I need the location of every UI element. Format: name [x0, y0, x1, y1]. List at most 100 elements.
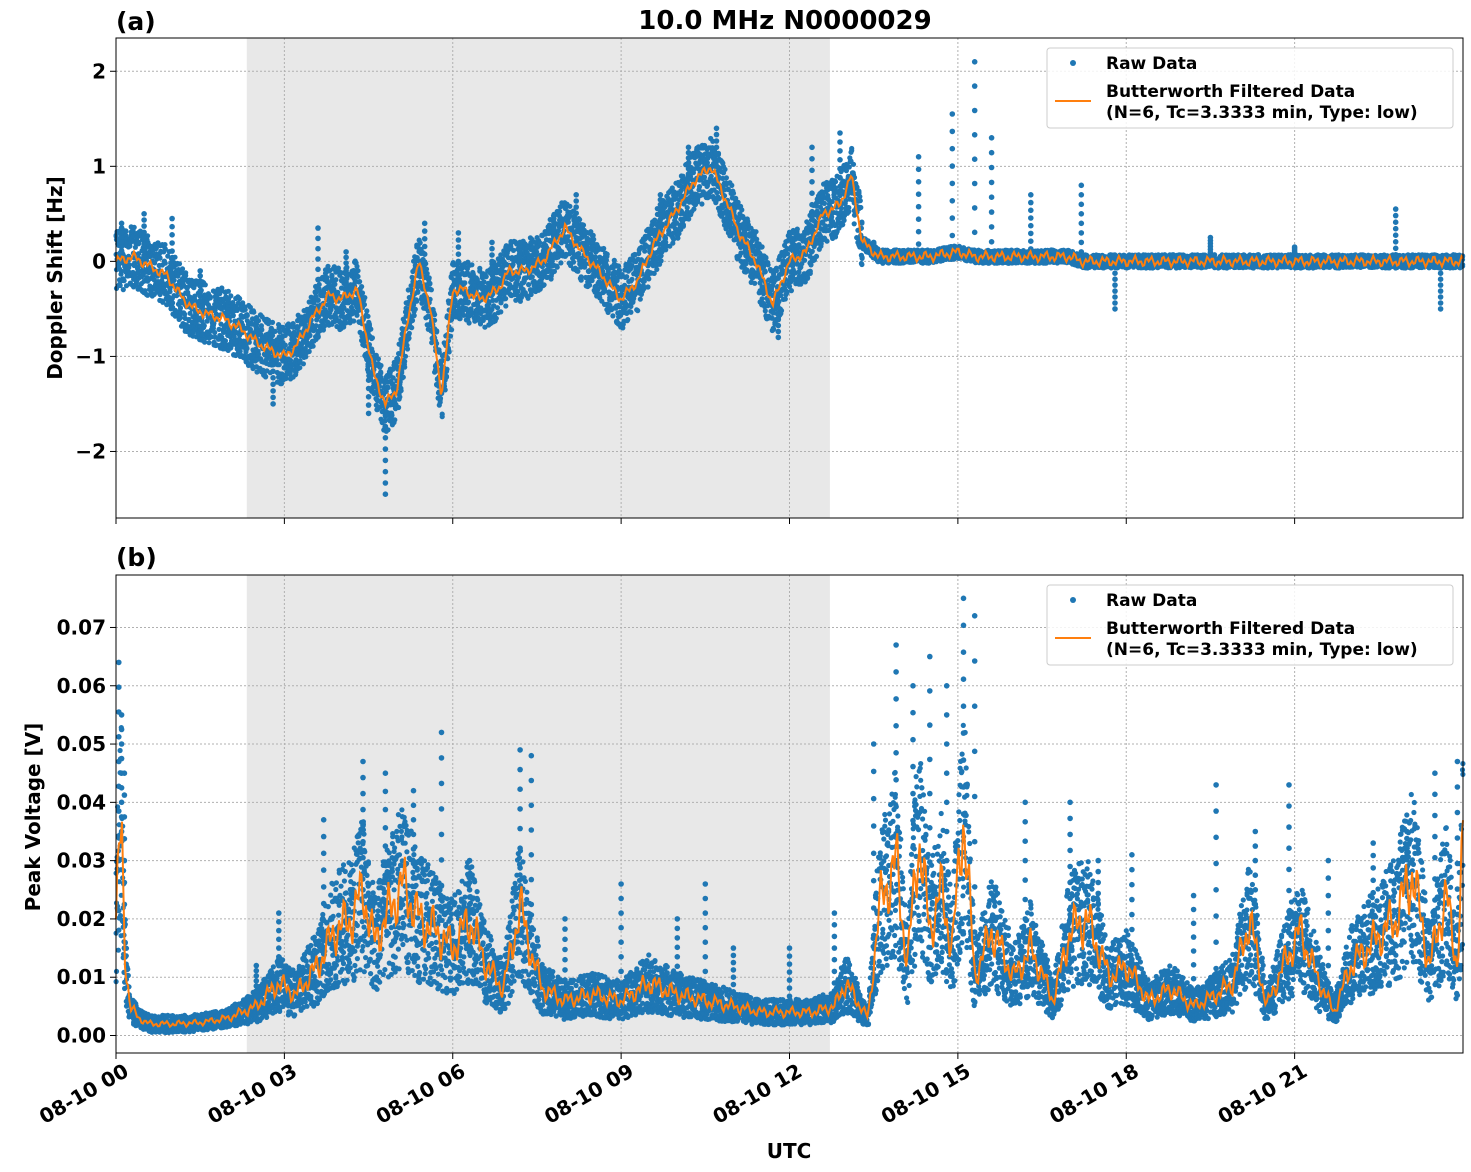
- panel-a-raw-point: [132, 244, 138, 250]
- panel-a-raw-point: [730, 190, 737, 196]
- panel-a-raw-point: [361, 302, 367, 308]
- panel-a-raw-point: [368, 326, 374, 332]
- panel-a-raw-point: [162, 260, 168, 266]
- panel-a-raw-point: [406, 335, 412, 341]
- panel-a-raw-point: [859, 261, 865, 268]
- panel-a-raw-point: [157, 255, 163, 261]
- panel-a-raw-point: [409, 274, 415, 280]
- panel-a-raw-point: [645, 284, 651, 290]
- panel-a-raw-point: [230, 313, 236, 319]
- panel-a-raw-point: [357, 279, 363, 285]
- panel-a-raw-point: [541, 282, 547, 288]
- panel-a-raw-point: [329, 272, 335, 278]
- panel-a-raw-point: [625, 317, 631, 323]
- panel-a-raw-point: [722, 166, 728, 172]
- panel-a-raw-point: [406, 330, 412, 336]
- panel-a-raw-point: [123, 228, 129, 234]
- panel-a-raw-point: [503, 303, 509, 309]
- panel-a-raw-point: [739, 207, 745, 213]
- panel-a-raw-point: [375, 356, 381, 362]
- panel-a-raw-point: [610, 313, 616, 319]
- panel-a-raw-point: [437, 395, 444, 401]
- panel-a-raw-point: [765, 262, 771, 268]
- panel-a-raw-point: [701, 174, 708, 180]
- chart-title: 10.0 MHz N0000029: [638, 6, 931, 36]
- panel-a-raw-point: [696, 184, 703, 190]
- panel-a-raw-point: [385, 384, 391, 391]
- panel-a-raw-point: [398, 388, 404, 394]
- panel-a-raw-point: [409, 317, 416, 324]
- panel-a-raw-point: [591, 236, 597, 242]
- panel-a-raw-point: [117, 282, 123, 289]
- panel-a-raw-point: [483, 274, 489, 280]
- panel-a-raw-point: [179, 266, 186, 272]
- panel-a-raw-point: [244, 312, 250, 319]
- panel-a-raw-point: [412, 306, 418, 312]
- panel-a-raw-point: [364, 308, 370, 314]
- panel-a-raw-point: [784, 290, 790, 296]
- panel-a-raw-point: [118, 268, 124, 274]
- panel-a-raw-point: [120, 287, 126, 293]
- panel-a-raw-point: [466, 320, 472, 326]
- panel-a-raw-point: [813, 253, 820, 259]
- panel-a-raw-point: [526, 282, 532, 288]
- panel-a-raw-point: [355, 273, 361, 280]
- panel-a-raw-point: [699, 201, 705, 207]
- panel-a-raw-point: [355, 268, 361, 274]
- panel-a-raw-point: [646, 276, 652, 282]
- panel-a-raw-point: [382, 418, 388, 424]
- panel-a-raw-point: [503, 296, 509, 302]
- panel-a-raw-point: [439, 414, 445, 420]
- panel-a-raw-point: [576, 251, 582, 257]
- panel-a-raw-point: [369, 335, 375, 341]
- panel-a-raw-point: [554, 264, 560, 270]
- panel-a-raw-point: [300, 361, 306, 367]
- panel-a-raw-point: [332, 281, 338, 287]
- panel-a-raw-point: [204, 318, 210, 324]
- panel-a-raw-point: [354, 263, 360, 269]
- panel-a-raw-point: [570, 259, 577, 265]
- panel-a-raw-point: [306, 348, 312, 355]
- panel-a-raw-point: [675, 235, 681, 241]
- panel-a-raw-point: [359, 290, 366, 296]
- panel-a-raw-point: [427, 281, 433, 287]
- panel-a-raw-point: [807, 270, 813, 276]
- panel-a-raw-point: [378, 369, 384, 375]
- panel-a-raw-point: [214, 342, 220, 348]
- panel-a-raw-point: [153, 245, 159, 251]
- panel-a-raw-point: [174, 293, 180, 299]
- panel-a-raw-point: [121, 278, 127, 284]
- panel-a-raw-point: [222, 338, 228, 344]
- panel-a-raw-point: [362, 295, 368, 301]
- panel-a-raw-point: [201, 323, 207, 329]
- panel-a-raw-point: [534, 249, 540, 255]
- panel-a-raw-point: [714, 190, 720, 196]
- panel-a-raw-point: [580, 222, 587, 228]
- panel-a-raw-point: [762, 308, 768, 314]
- panel-a-raw-point: [446, 349, 452, 355]
- panel-a-raw-point: [183, 272, 189, 279]
- panel-a-raw-point: [654, 266, 660, 272]
- panel-a-raw-point: [131, 224, 137, 230]
- panel-a-raw-point: [833, 179, 839, 185]
- panel-a-raw-point: [359, 284, 365, 290]
- panel-a-raw-point: [846, 209, 852, 215]
- panel-a-raw-point: [185, 289, 191, 295]
- panel-a-raw-point: [642, 248, 648, 254]
- panel-a-raw-point: [202, 339, 208, 345]
- panel-a-raw-point: [202, 282, 208, 288]
- panel-a-raw-point: [510, 247, 517, 253]
- panel-a-raw-point: [176, 261, 183, 267]
- panel-a-raw-point: [759, 296, 765, 302]
- panel-a-raw-point: [578, 274, 584, 280]
- panel-a-raw-point: [160, 299, 166, 305]
- panel-a-raw-point: [397, 394, 403, 400]
- panel-a-raw-point: [857, 198, 863, 204]
- panel-a-raw-point: [402, 358, 408, 364]
- panel-a-raw-point: [237, 296, 243, 302]
- panel-a-raw-point: [465, 299, 472, 305]
- panel-a-raw-point: [417, 240, 423, 246]
- panel-a-raw-point: [493, 315, 499, 321]
- panel-a-raw-point: [601, 245, 607, 252]
- panel-a-raw-point: [152, 260, 158, 266]
